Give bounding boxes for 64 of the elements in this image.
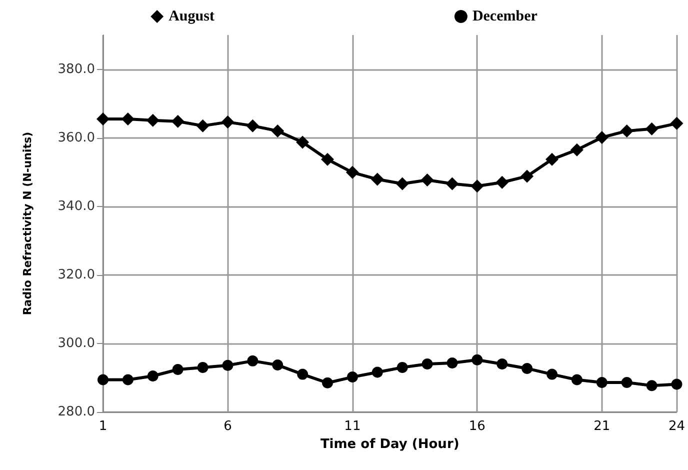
point bbox=[645, 122, 658, 136]
point bbox=[222, 360, 234, 371]
point bbox=[396, 177, 409, 190]
y-tick-label: 360.0 bbox=[58, 130, 95, 146]
point bbox=[171, 114, 184, 128]
point bbox=[646, 380, 658, 392]
point bbox=[472, 354, 483, 366]
x-tick-label: 24 bbox=[668, 419, 685, 434]
point bbox=[595, 130, 608, 144]
legend-label: December bbox=[472, 8, 538, 24]
point bbox=[420, 173, 434, 186]
point bbox=[297, 368, 308, 380]
y-tick-label: 300.0 bbox=[58, 336, 95, 351]
point bbox=[296, 136, 310, 149]
point bbox=[570, 143, 584, 156]
y-tick-label: 280.0 bbox=[58, 404, 95, 420]
point bbox=[197, 362, 208, 373]
point bbox=[196, 119, 210, 132]
point bbox=[122, 374, 134, 386]
legend-label: August bbox=[168, 8, 214, 24]
y-tick-label: 340.0 bbox=[58, 198, 95, 214]
x-tick-label: 21 bbox=[594, 419, 610, 434]
point bbox=[496, 176, 509, 189]
x-tick-label: 11 bbox=[344, 419, 361, 434]
x-tick-label: 16 bbox=[468, 419, 486, 434]
point bbox=[671, 378, 682, 390]
point bbox=[271, 124, 284, 138]
point bbox=[546, 152, 559, 166]
point bbox=[396, 362, 408, 373]
point bbox=[620, 124, 634, 138]
point bbox=[247, 355, 258, 366]
y-tick-label: 380.0 bbox=[58, 62, 95, 77]
point bbox=[520, 170, 534, 183]
x-axis-title: Time of Day (Hour) bbox=[320, 437, 460, 452]
point bbox=[346, 372, 358, 383]
point bbox=[596, 377, 608, 388]
point bbox=[496, 358, 508, 370]
point bbox=[96, 112, 110, 126]
x-tick-label: 6 bbox=[224, 419, 232, 434]
point bbox=[146, 114, 160, 127]
point bbox=[172, 364, 184, 375]
point bbox=[98, 374, 108, 386]
point bbox=[670, 116, 684, 130]
y-axis-title: Radio Refractivity N (N-units) bbox=[21, 132, 34, 316]
point bbox=[272, 360, 284, 371]
point bbox=[571, 374, 582, 386]
point bbox=[346, 166, 359, 179]
point bbox=[372, 366, 383, 378]
y-tick-label: 320.0 bbox=[58, 267, 95, 282]
point bbox=[147, 370, 158, 382]
point bbox=[446, 357, 458, 368]
point bbox=[221, 116, 234, 129]
point bbox=[321, 152, 334, 166]
point bbox=[621, 377, 632, 388]
point bbox=[322, 377, 334, 388]
point bbox=[370, 172, 384, 186]
point bbox=[246, 119, 260, 132]
point bbox=[446, 177, 459, 190]
point bbox=[422, 358, 433, 370]
point bbox=[470, 180, 484, 193]
point bbox=[121, 112, 134, 126]
point bbox=[546, 368, 558, 380]
point bbox=[522, 362, 533, 374]
x-tick-label: 1 bbox=[98, 419, 108, 434]
